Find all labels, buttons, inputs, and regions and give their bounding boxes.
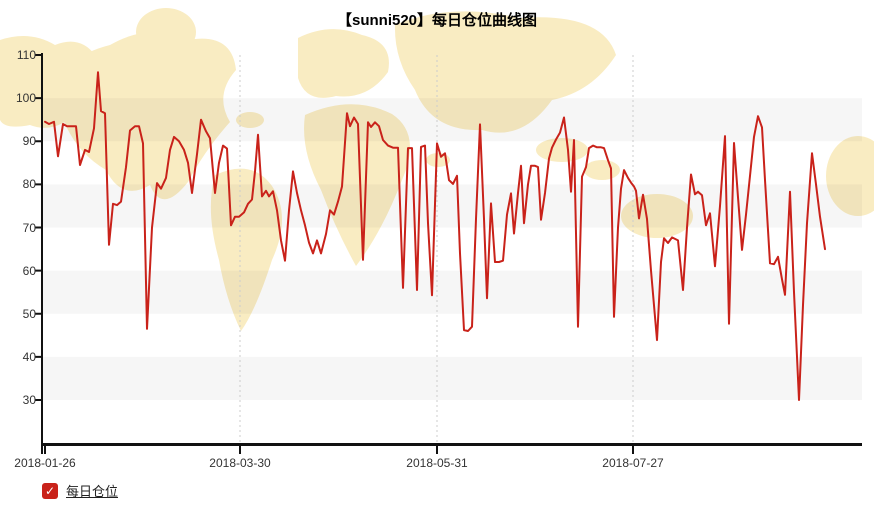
x-tick-mark xyxy=(44,446,46,454)
x-tick-label: 2018-07-27 xyxy=(602,456,664,470)
y-tick-mark xyxy=(35,183,41,186)
y-axis-line xyxy=(41,53,43,454)
y-tick-label: 40 xyxy=(22,349,36,364)
plot-band xyxy=(43,271,862,314)
legend-series-label[interactable]: 每日仓位 xyxy=(66,484,119,499)
y-tick-mark xyxy=(35,399,41,401)
world-map-watermark xyxy=(0,8,874,331)
y-tick-mark xyxy=(35,54,41,56)
y-tick-label: 80 xyxy=(22,177,36,192)
y-tick-mark xyxy=(35,355,41,358)
daily-position-line[interactable] xyxy=(44,71,826,401)
y-tick-label: 70 xyxy=(22,220,36,235)
x-tick-mark xyxy=(632,446,634,454)
y-tick-mark xyxy=(35,269,41,272)
plot-band xyxy=(43,357,862,400)
x-tick-mark xyxy=(239,446,241,454)
x-tick-label: 2018-03-30 xyxy=(209,456,271,470)
y-tick-mark xyxy=(35,140,41,143)
x-tick-label: 2018-05-31 xyxy=(406,456,468,470)
x-tick-mark xyxy=(436,446,438,454)
y-tick-label: 50 xyxy=(22,306,36,321)
y-tick-label: 110 xyxy=(16,48,36,62)
y-tick-label: 90 xyxy=(22,134,36,149)
y-tick-label: 100 xyxy=(15,91,36,106)
x-tick-label: 2018-01-26 xyxy=(14,456,76,470)
page-title: 【sunni520】每日仓位曲线图 xyxy=(336,12,538,29)
y-tick-mark xyxy=(35,97,41,100)
y-tick-label: 30 xyxy=(22,393,36,407)
x-axis-line xyxy=(41,443,862,446)
legend-checkbox[interactable]: ✓ xyxy=(42,482,58,499)
legend: ✓ 每日仓位 xyxy=(42,481,118,500)
y-tick-mark xyxy=(35,312,41,315)
checkmark-icon: ✓ xyxy=(44,483,56,498)
y-tick-mark xyxy=(35,226,41,229)
y-tick-label: 60 xyxy=(22,263,36,278)
plot-band xyxy=(43,98,862,141)
